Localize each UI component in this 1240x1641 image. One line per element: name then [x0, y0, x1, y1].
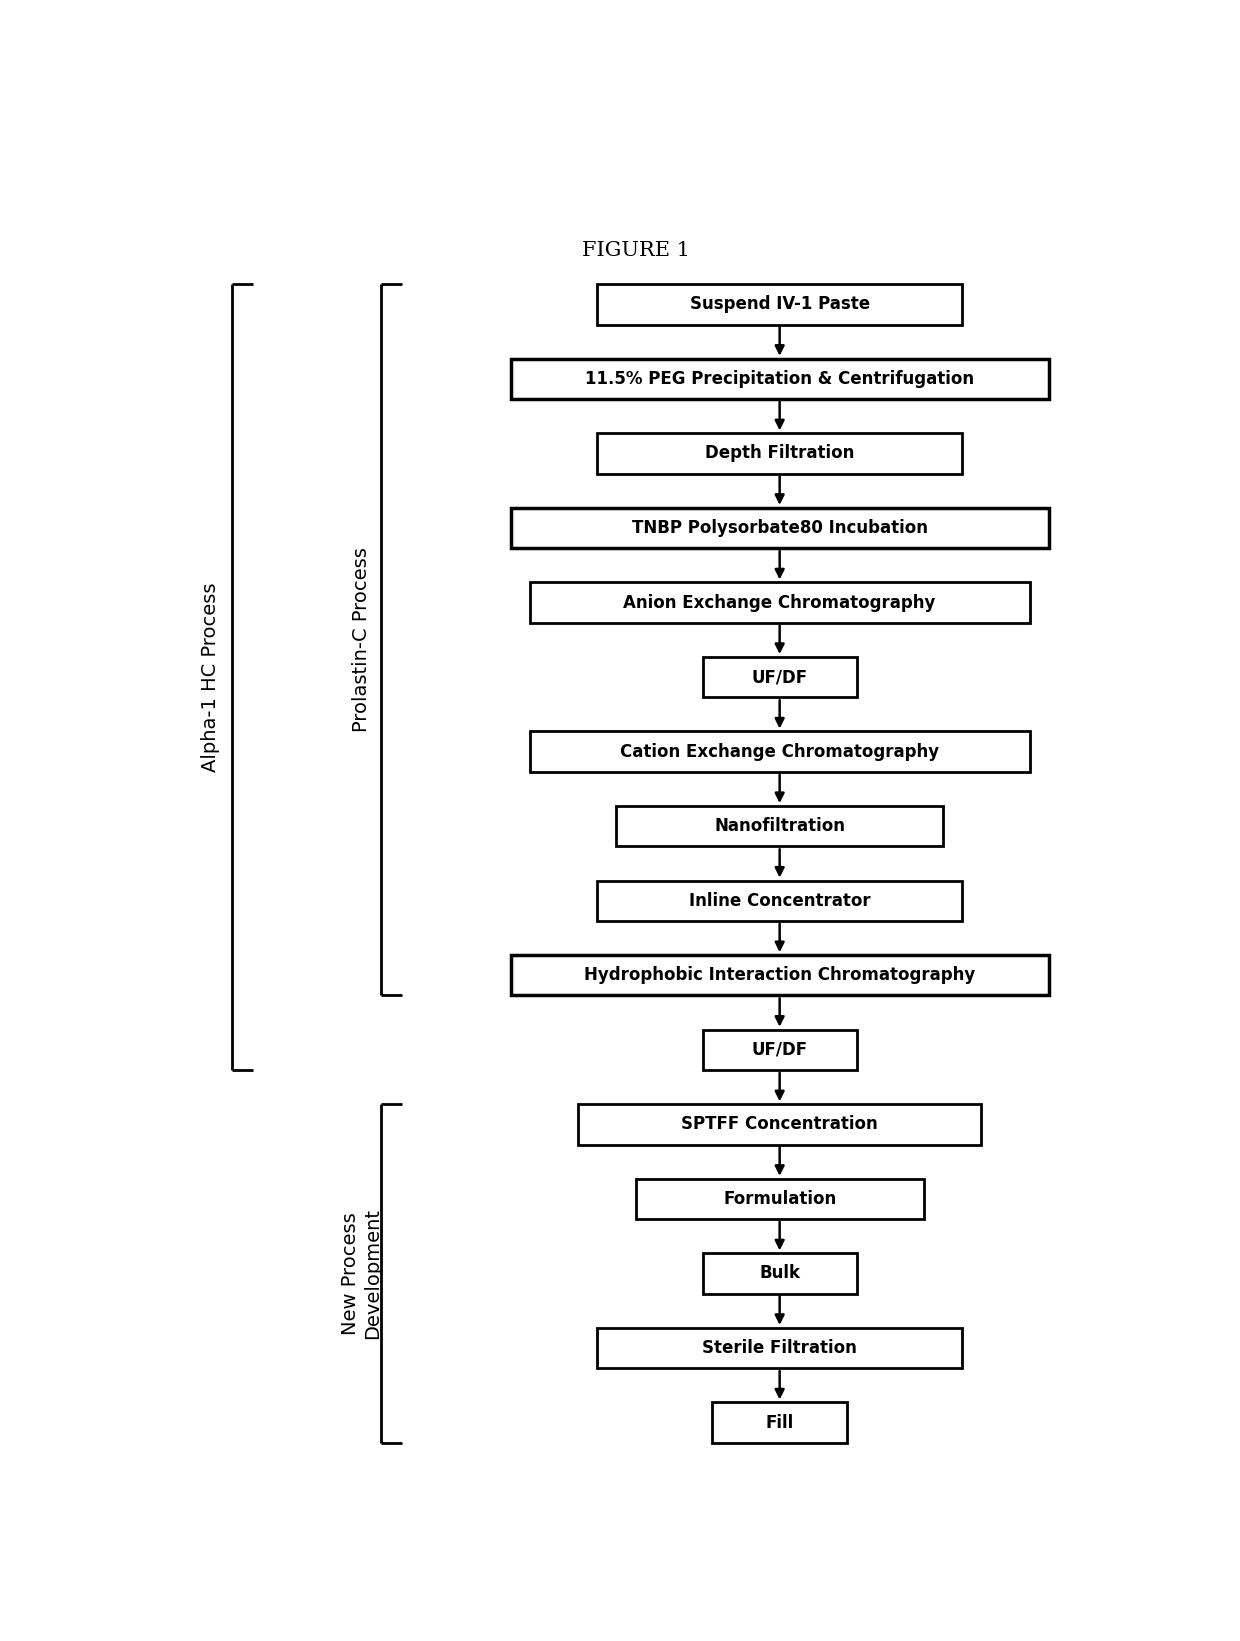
Text: TNBP Polysorbate80 Incubation: TNBP Polysorbate80 Incubation [631, 519, 928, 537]
FancyBboxPatch shape [596, 1328, 962, 1369]
FancyBboxPatch shape [596, 881, 962, 921]
Text: Cation Exchange Chromatography: Cation Exchange Chromatography [620, 743, 939, 761]
FancyBboxPatch shape [635, 1178, 924, 1219]
Text: Alpha-1 HC Process: Alpha-1 HC Process [201, 583, 221, 771]
FancyBboxPatch shape [703, 656, 857, 697]
FancyBboxPatch shape [703, 1254, 857, 1293]
Text: UF/DF: UF/DF [751, 668, 807, 686]
Text: Sterile Filtration: Sterile Filtration [702, 1339, 857, 1357]
Text: Hydrophobic Interaction Chromatography: Hydrophobic Interaction Chromatography [584, 967, 976, 985]
Text: Inline Concentrator: Inline Concentrator [689, 891, 870, 909]
FancyBboxPatch shape [511, 507, 1049, 548]
Text: Formulation: Formulation [723, 1190, 836, 1208]
Text: FIGURE 1: FIGURE 1 [582, 241, 689, 261]
Text: Bulk: Bulk [759, 1265, 800, 1283]
FancyBboxPatch shape [529, 583, 1029, 622]
FancyBboxPatch shape [529, 732, 1029, 771]
Text: SPTFF Concentration: SPTFF Concentration [681, 1116, 878, 1134]
Text: Anion Exchange Chromatography: Anion Exchange Chromatography [624, 594, 936, 612]
FancyBboxPatch shape [713, 1403, 847, 1442]
Text: 11.5% PEG Precipitation & Centrifugation: 11.5% PEG Precipitation & Centrifugation [585, 369, 975, 387]
FancyBboxPatch shape [511, 955, 1049, 996]
Text: Nanofiltration: Nanofiltration [714, 817, 846, 835]
Text: Suspend IV-1 Paste: Suspend IV-1 Paste [689, 295, 869, 313]
FancyBboxPatch shape [596, 284, 962, 325]
Text: UF/DF: UF/DF [751, 1040, 807, 1058]
Text: New Process
Development: New Process Development [341, 1208, 382, 1339]
FancyBboxPatch shape [511, 359, 1049, 399]
FancyBboxPatch shape [616, 806, 944, 847]
Text: Fill: Fill [765, 1413, 794, 1431]
FancyBboxPatch shape [596, 433, 962, 474]
FancyBboxPatch shape [703, 1029, 857, 1070]
Text: Depth Filtration: Depth Filtration [706, 445, 854, 463]
Text: Prolastin-C Process: Prolastin-C Process [352, 548, 371, 732]
FancyBboxPatch shape [578, 1104, 982, 1145]
